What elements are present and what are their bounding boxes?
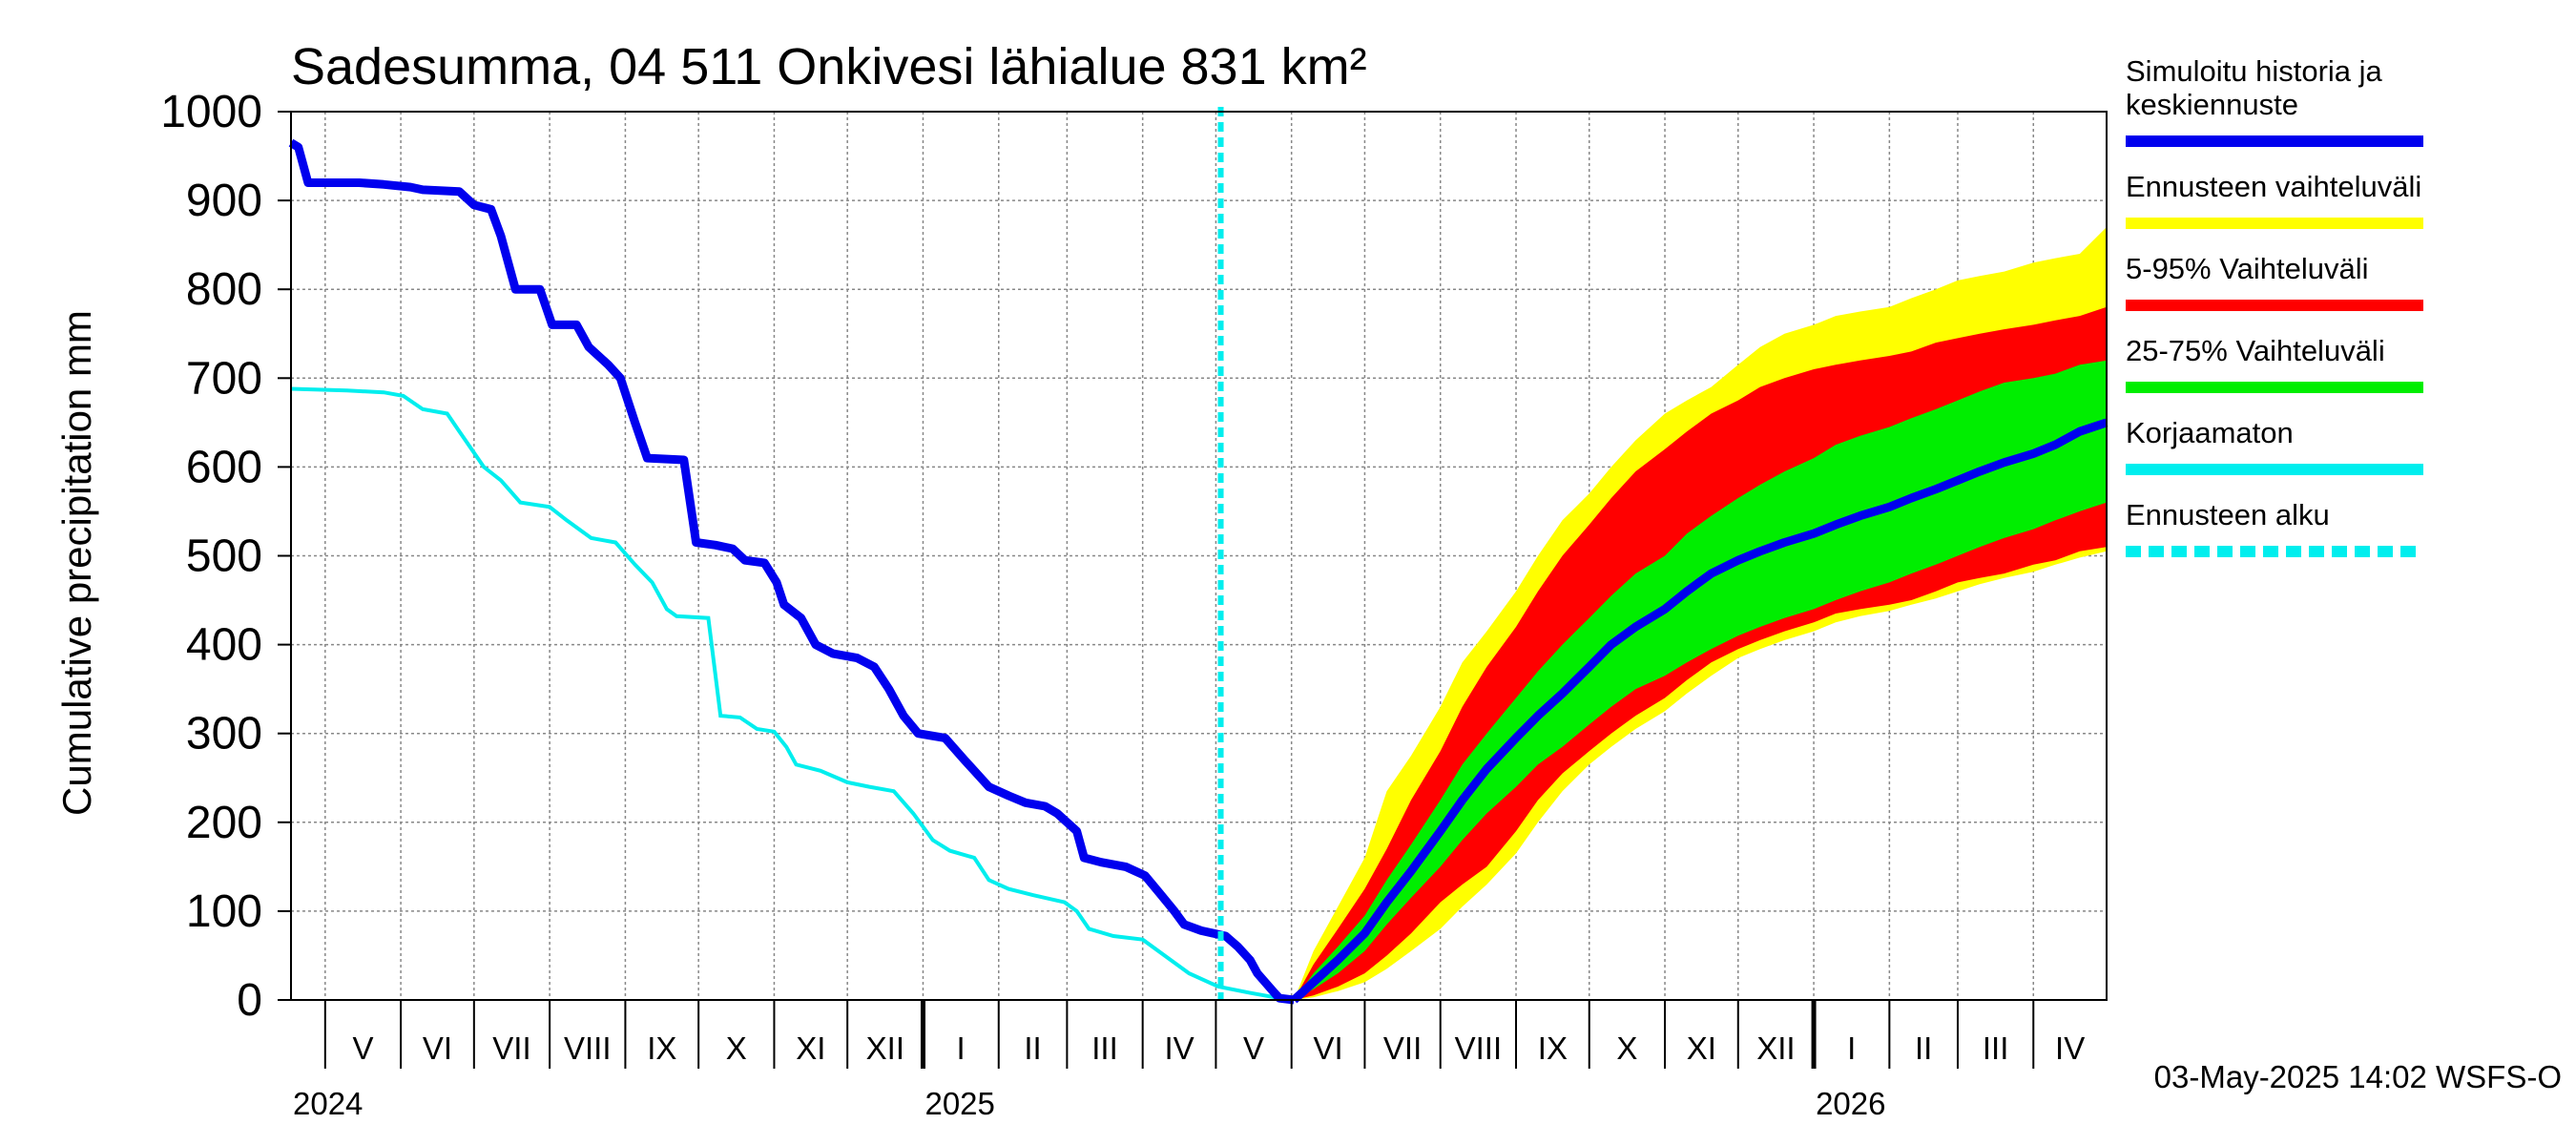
x-tick-label: VII — [1383, 1030, 1422, 1066]
x-tick-label: XI — [1687, 1030, 1716, 1066]
x-tick-label: IV — [1164, 1030, 1194, 1066]
y-tick-label: 800 — [186, 264, 262, 315]
y-tick-label: 0 — [237, 975, 262, 1026]
legend-label: Ennusteen alku — [2126, 498, 2330, 531]
y-tick-label: 1000 — [160, 87, 262, 137]
year-label: 2024 — [293, 1086, 363, 1121]
x-tick-label: V — [1243, 1030, 1264, 1066]
year-label: 2026 — [1816, 1086, 1885, 1121]
series-line-keskiennuste — [1291, 418, 2109, 1004]
y-tick-label: 600 — [186, 442, 262, 492]
x-tick-label: I — [1847, 1030, 1856, 1066]
x-tick-label: VIII — [564, 1030, 612, 1066]
x-tick-label: IX — [647, 1030, 676, 1066]
legend-label: Korjaamaton — [2126, 416, 2294, 449]
x-tick-label: XII — [866, 1030, 904, 1066]
legend-label: Simuloitu historia ja — [2126, 54, 2383, 88]
x-tick-label: VI — [1313, 1030, 1342, 1066]
x-tick-label: V — [352, 1030, 373, 1066]
x-tick-label: III — [1983, 1030, 2009, 1066]
x-tick-label: II — [1915, 1030, 1932, 1066]
x-tick-label: X — [1616, 1030, 1637, 1066]
y-tick-label: 200 — [186, 798, 262, 848]
y-tick-label: 700 — [186, 353, 262, 404]
series-line-korjaamaton — [290, 386, 1295, 1002]
legend-label: 5-95% Vaihteluväli — [2126, 252, 2368, 285]
legend-label: Ennusteen vaihteluväli — [2126, 170, 2421, 203]
series-line-simuloitu-historia — [288, 138, 1295, 1005]
band-25-75 — [1294, 360, 2107, 1000]
legend-label: keskiennuste — [2126, 88, 2298, 121]
x-tick-label: VI — [423, 1030, 452, 1066]
footer-timestamp: 03-May-2025 14:02 WSFS-O — [2154, 1059, 2562, 1094]
y-tick-label: 500 — [186, 531, 262, 582]
y-axis-label: Cumulative precipitation mm — [54, 310, 99, 816]
chart-title: Sadesumma, 04 511 Onkivesi lähialue 831 … — [291, 38, 1367, 95]
x-tick-label: VII — [492, 1030, 530, 1066]
x-tick-label: XII — [1756, 1030, 1795, 1066]
x-tick-label: VIII — [1455, 1030, 1503, 1066]
x-tick-label: II — [1024, 1030, 1041, 1066]
x-tick-label: X — [726, 1030, 747, 1066]
x-tick-label: III — [1091, 1030, 1118, 1066]
x-tick-label: IX — [1538, 1030, 1568, 1066]
x-tick-label: I — [957, 1030, 966, 1066]
y-tick-label: 300 — [186, 709, 262, 760]
y-tick-label: 100 — [186, 886, 262, 937]
y-tick-label: 900 — [186, 176, 262, 226]
x-tick-label: IV — [2055, 1030, 2085, 1066]
year-label: 2025 — [924, 1086, 994, 1121]
legend-label: 25-75% Vaihteluväli — [2126, 334, 2385, 367]
x-tick-label: XI — [796, 1030, 825, 1066]
y-tick-label: 400 — [186, 620, 262, 671]
